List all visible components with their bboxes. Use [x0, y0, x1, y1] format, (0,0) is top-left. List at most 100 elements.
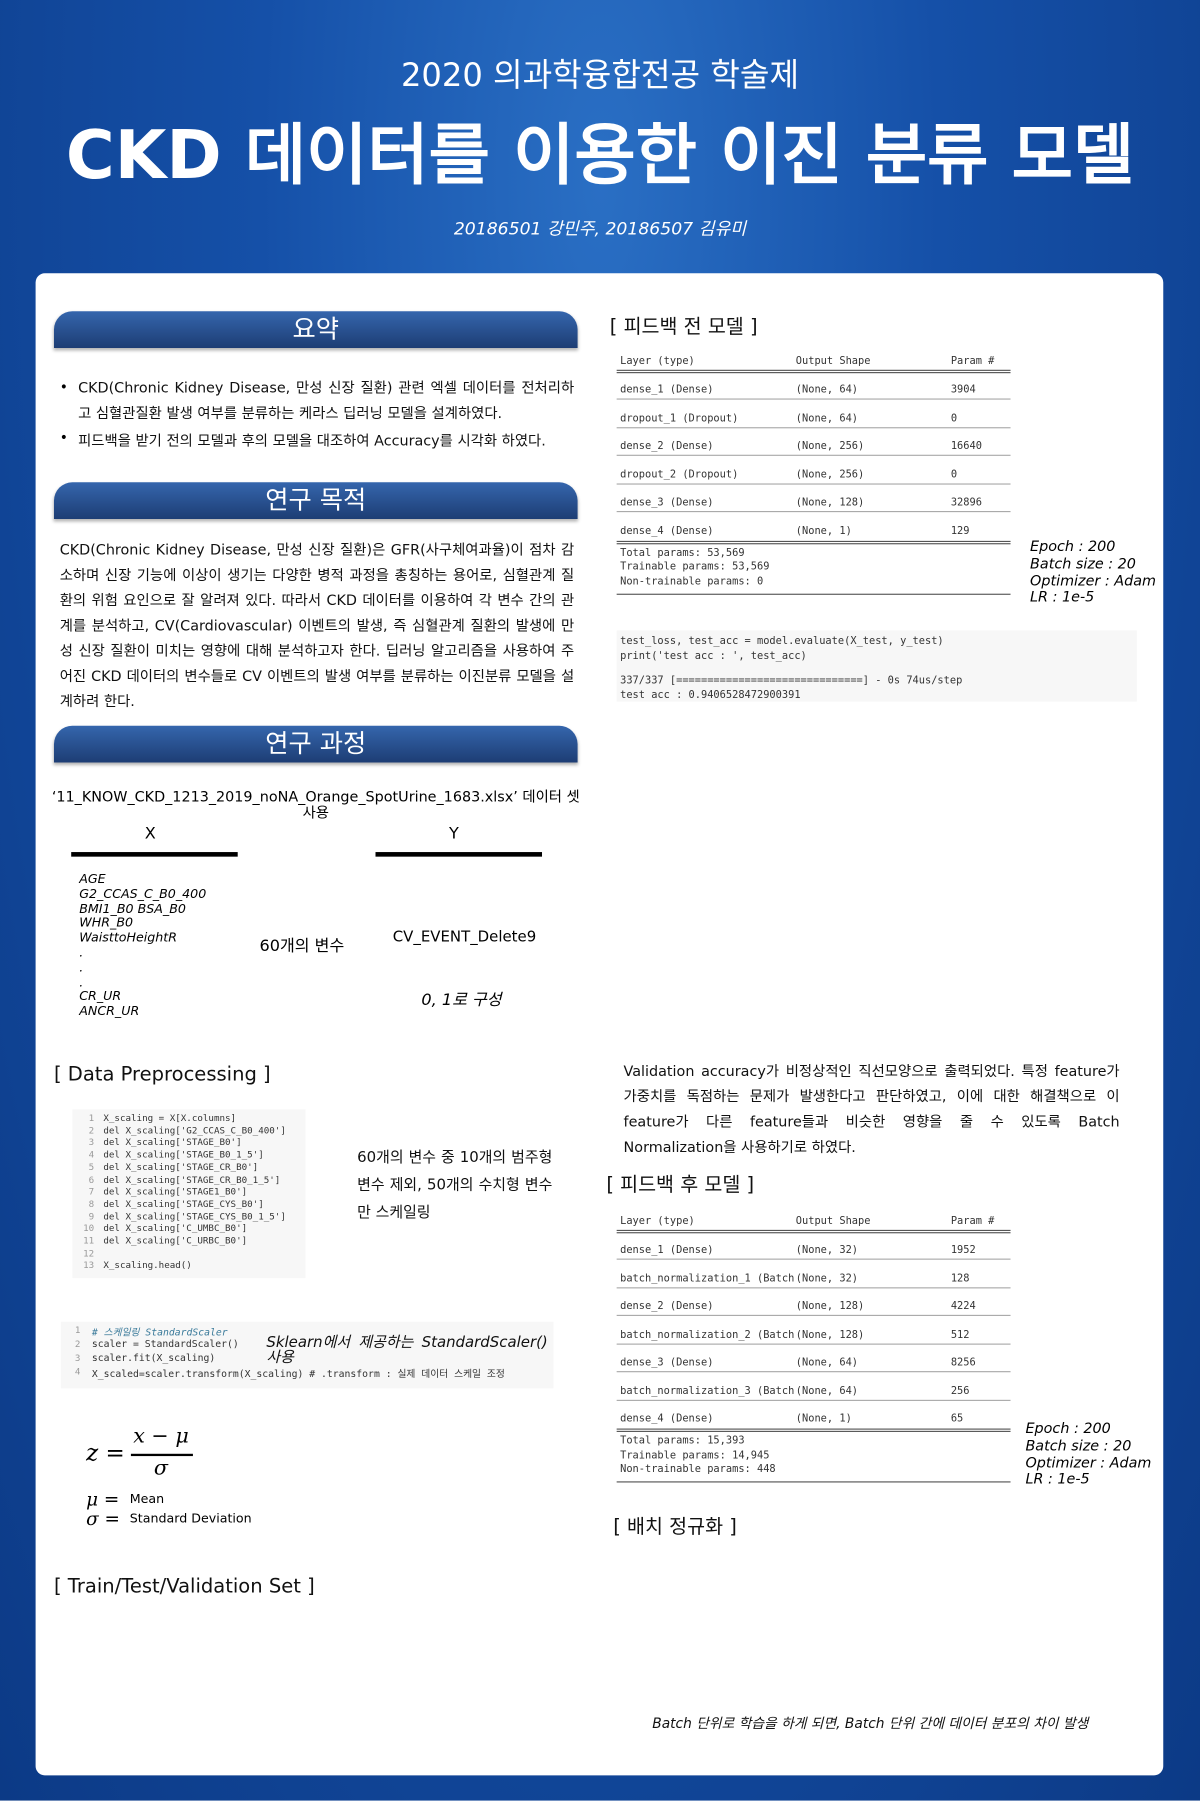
formula-numerator: x − μ	[133, 1423, 189, 1449]
table-rule	[616, 1428, 1011, 1432]
code-line: del X_scaling['STAGE_B0_1_5']	[103, 1149, 264, 1160]
row-rule	[616, 1371, 1011, 1373]
table-cell: 16640	[950, 440, 982, 453]
table-cell: 32896	[950, 497, 982, 509]
table-cell: dense_3 (Dense)	[620, 1357, 714, 1369]
table-cell: (None, 64)	[795, 384, 859, 397]
table-cell: (None, 32)	[795, 1272, 859, 1285]
section-banner: 연구 과정	[53, 725, 578, 763]
table-cell: 128	[950, 1272, 970, 1285]
table-cell: batch_normalization_3 (Batch	[620, 1385, 795, 1397]
x-rule	[71, 852, 238, 857]
table-cell: dense_1 (Dense)	[620, 1244, 714, 1257]
code-line: scaler = StandardScaler()	[91, 1338, 239, 1351]
formula-lhs: z =	[86, 1438, 125, 1467]
table-cell: 256	[950, 1385, 970, 1397]
row-rule	[616, 482, 1011, 485]
hyperparameter: Epoch : 200	[1030, 537, 1116, 555]
table-cell: (None, 256)	[795, 469, 865, 481]
section-heading: [ Train/Test/Validation Set ]	[53, 1575, 315, 1599]
table-cell: 3904	[950, 384, 976, 397]
line-number: 7	[88, 1186, 95, 1197]
batchnorm-caption: Batch 단위로 학습을 하게 되면, Batch 단위 간에 데이터 분포의…	[652, 1715, 1089, 1732]
formula-denominator: σ	[153, 1456, 168, 1481]
table-rule	[616, 369, 1011, 374]
x-variable: AGE	[79, 871, 106, 887]
code-box	[72, 1109, 306, 1279]
table-total: Non-trainable params: 0	[620, 575, 764, 588]
dataset-name: ‘11_KNOW_CKD_1213_2019_noNA_Orange_SpotU…	[51, 787, 580, 822]
row-rule	[616, 454, 1011, 456]
formula-symbol: σ =	[86, 1507, 120, 1530]
code-line: del X_scaling['C_URBC_B0']	[103, 1235, 248, 1246]
table-cell: (None, 64)	[795, 412, 859, 425]
hyperparameter: LR : 1e-5	[1025, 1470, 1090, 1488]
section-banner: 연구 목적	[53, 482, 578, 520]
code-output: 337/337 [==============================]…	[620, 675, 963, 687]
y-values: 0, 1로 구성	[421, 991, 502, 1010]
line-number: 3	[88, 1137, 95, 1148]
table-header: Param #	[950, 355, 995, 368]
table-cell: dense_3 (Dense)	[620, 497, 714, 509]
table-total: Trainable params: 53,569	[620, 561, 770, 574]
table-header: Layer (type)	[620, 355, 695, 368]
code-line: del X_scaling['STAGE_B0']	[103, 1137, 242, 1148]
line-number: 5	[88, 1161, 95, 1173]
table-header: Output Shape	[795, 1216, 871, 1228]
x-variable: BMI1_B0 BSA_B0	[79, 900, 186, 916]
table-cell: 129	[950, 525, 970, 537]
table-cell: 1952	[950, 1244, 976, 1257]
code-line: test_loss, test_acc = model.evaluate(X_t…	[620, 636, 944, 648]
table-cell: 4224	[950, 1301, 976, 1313]
table-cell: 0	[950, 412, 958, 425]
line-number: 4	[74, 1366, 81, 1377]
line-number: 6	[88, 1174, 95, 1185]
table-cell: (None, 1)	[795, 525, 852, 537]
table-cell: dropout_2 (Dropout)	[620, 469, 739, 481]
section-heading: [ 피드백 전 모델 ]	[609, 315, 758, 339]
table-cell: 8256	[950, 1357, 976, 1369]
x-variable: .	[79, 974, 84, 990]
code-line: del X_scaling['STAGE1_B0']	[103, 1186, 248, 1197]
y-variable: CV_EVENT_Delete9	[392, 928, 537, 947]
hyperparameter: Batch size : 20	[1025, 1436, 1132, 1454]
hyperparameter: LR : 1e-5	[1030, 588, 1095, 606]
x-variable: ANCR_UR	[79, 1003, 140, 1019]
content-panel	[35, 273, 1164, 1776]
code-line: del X_scaling['STAGE_CR_B0']	[103, 1161, 259, 1173]
table-cell: dense_4 (Dense)	[620, 525, 714, 537]
section-heading: [ Data Preprocessing ]	[53, 1063, 271, 1087]
event-title: 2020 의과학융합전공 학술제	[400, 56, 800, 95]
line-number: 2	[74, 1338, 81, 1350]
table-total: Total params: 15,393	[620, 1435, 745, 1447]
poster-title: CKD 데이터를 이용한 이진 분류 모델	[65, 115, 1135, 195]
row-rule	[616, 1286, 1011, 1288]
table-cell: (None, 128)	[795, 1329, 865, 1341]
row-rule	[616, 511, 1011, 513]
table-cell: 512	[950, 1329, 970, 1341]
table-rule	[616, 593, 1011, 595]
x-variable: WHR_B0	[79, 915, 134, 931]
summary-bullet: 피드백을 받기 전의 모델과 후의 모델을 대조하여 Accuracy를 시각화…	[78, 431, 546, 449]
formula-symbol: μ =	[86, 1488, 120, 1511]
code-line: del X_scaling['G2_CCAS_C_B0_400']	[103, 1125, 286, 1136]
hyperparameter: Optimizer : Adam	[1025, 1453, 1152, 1471]
code-line: scaler.fit(X_scaling)	[91, 1352, 216, 1365]
row-rule	[616, 1258, 1011, 1260]
row-rule	[616, 1314, 1011, 1316]
table-cell: (None, 1)	[795, 1413, 852, 1426]
x-label: X	[144, 824, 156, 843]
row-rule	[616, 1399, 1011, 1401]
line-number: 9	[88, 1211, 95, 1222]
x-variable: WaisttoHeightR	[79, 930, 178, 946]
fraction-bar	[130, 1453, 193, 1456]
code-line: print('test acc : ', test_acc)	[620, 650, 807, 663]
table-cell: (None, 128)	[795, 497, 865, 509]
hyperparameter: Batch size : 20	[1030, 554, 1136, 572]
line-number: 12	[83, 1247, 95, 1259]
code-line: X_scaling.head()	[103, 1260, 192, 1271]
code-line: del X_scaling['C_UMBC_B0']	[103, 1223, 248, 1234]
table-cell: (None, 256)	[795, 440, 865, 453]
row-rule	[616, 1342, 1011, 1345]
line-number: 10	[83, 1223, 95, 1234]
